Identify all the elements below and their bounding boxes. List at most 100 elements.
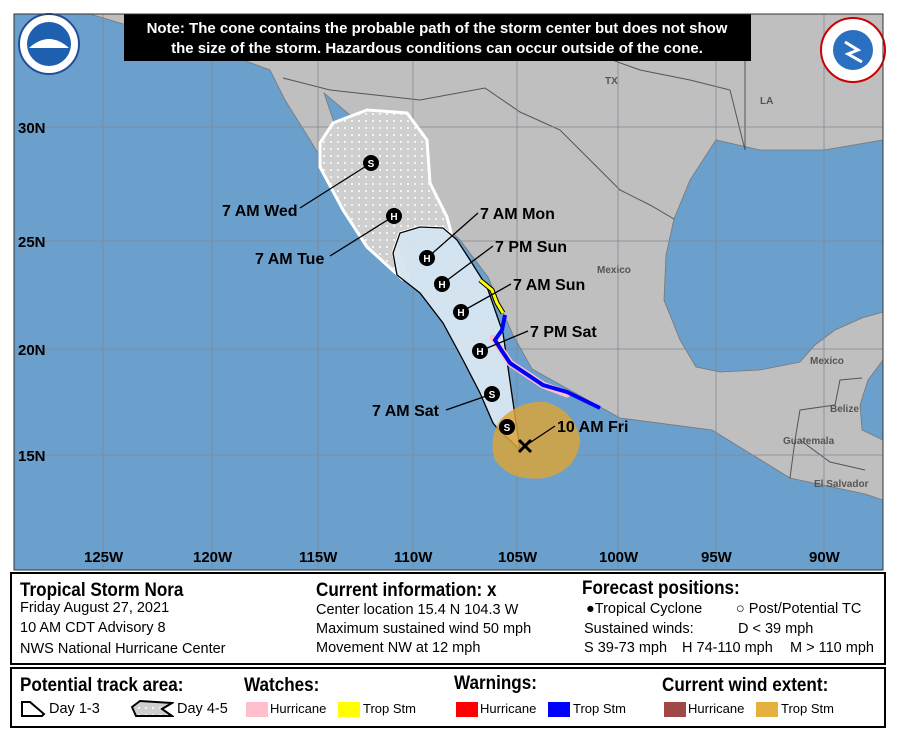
svg-text:7 PM Sat: 7 PM Sat	[530, 324, 597, 341]
svg-text:120W: 120W	[193, 549, 233, 566]
land	[89, 13, 884, 501]
svg-text:20N: 20N	[18, 342, 46, 359]
forecast-point[interactable]: H	[472, 343, 488, 359]
gulf-of-mexico	[663, 139, 884, 373]
time-labels: 10 AM Fri 7 AM Sat 7 PM Sat 7 AM Sun 7 P…	[222, 203, 628, 436]
forecast-point[interactable]: H	[453, 304, 469, 320]
svg-text:125W: 125W	[84, 549, 124, 566]
day-4-5-icon	[130, 699, 174, 717]
svg-text:10 AM Fri: 10 AM Fri	[557, 419, 628, 436]
svg-text:7 AM Wed: 7 AM Wed	[222, 203, 298, 220]
svg-text:H: H	[457, 308, 464, 319]
svg-text:H: H	[476, 347, 483, 358]
svg-text:7 AM Sun: 7 AM Sun	[513, 277, 585, 294]
sustained-winds: Sustained winds:	[584, 621, 694, 637]
svg-text:H: H	[423, 254, 430, 265]
svg-text:7 AM Tue: 7 AM Tue	[255, 251, 324, 268]
svg-text:H: H	[390, 212, 397, 223]
ts-watch-line-inner	[479, 278, 505, 314]
svg-text:95W: 95W	[701, 549, 733, 566]
post-tc-key: ○ Post/Potential TC	[736, 601, 862, 617]
legend-panel: Potential track area: Day 1-3 Day 4-5 Wa…	[10, 667, 886, 728]
svg-text:Belize: Belize	[830, 404, 859, 415]
forecast-point[interactable]: H	[386, 208, 402, 224]
grid	[14, 14, 883, 570]
note-line-2: the size of the storm. Hazardous conditi…	[171, 40, 703, 57]
svg-text:Mexico: Mexico	[810, 356, 844, 367]
svg-text:LA: LA	[760, 96, 773, 107]
day-4-5-label: Day 4-5	[177, 701, 228, 717]
movement: Movement NW at 12 mph	[316, 640, 481, 656]
ts-wind-swatch	[756, 702, 778, 717]
svg-text:110W: 110W	[394, 549, 433, 566]
forecast-point[interactable]: H	[419, 250, 435, 266]
longitude-labels: 125W 120W 115W 110W 105W 100W 95W 90W	[84, 549, 841, 566]
svg-text:7 AM Mon: 7 AM Mon	[480, 206, 555, 223]
ts-warning-swatch	[548, 702, 570, 717]
forecast-point[interactable]: H	[434, 276, 450, 292]
note-box	[124, 14, 751, 61]
forecast-map: 30N 25N 20N 15N 125W 120W 115W 110W 105W…	[13, 13, 886, 571]
svg-text:115W: 115W	[299, 549, 338, 566]
date: Friday August 27, 2021	[20, 600, 170, 616]
open-circle-icon: ○	[736, 601, 745, 617]
day-1-3-label: Day 1-3	[49, 701, 100, 717]
wind-extent-title: Current wind extent:	[662, 675, 829, 696]
latitude-labels: 30N 25N 20N 15N	[18, 120, 46, 465]
ts-warning-label: Trop Stm	[573, 701, 626, 716]
warnings-title: Warnings:	[454, 673, 537, 694]
storm-name: Tropical Storm Nora	[20, 580, 184, 601]
tropical-cyclone-key: ●Tropical Cyclone	[586, 601, 703, 617]
track-area-title: Potential track area:	[20, 675, 184, 696]
svg-text:30N: 30N	[18, 120, 46, 137]
svg-text:25N: 25N	[18, 234, 46, 251]
forecast-point[interactable]: S	[484, 386, 500, 402]
svg-text:100W: 100W	[599, 549, 639, 566]
svg-text:Guatemala: Guatemala	[783, 436, 835, 447]
hurricane-warning-label: Hurricane	[480, 701, 537, 716]
svg-text:105W: 105W	[498, 549, 538, 566]
svg-text:Mexico: Mexico	[597, 265, 631, 276]
wind-h: H 74-110 mph	[682, 640, 773, 656]
watches-title: Watches:	[244, 675, 320, 696]
hurricane-wind-swatch	[664, 702, 686, 717]
hurricane-watch-swatch	[246, 702, 268, 717]
x-icon: x	[487, 580, 497, 601]
hurricane-warning-swatch	[456, 702, 478, 717]
wind-m: M > 110 mph	[790, 640, 874, 656]
hurricane-wind-label: Hurricane	[688, 701, 745, 716]
ts-wind-label: Trop Stm	[781, 701, 834, 716]
day-1-3-icon	[21, 701, 46, 717]
max-wind: Maximum sustained wind 50 mph	[316, 621, 532, 637]
svg-text:TX: TX	[605, 76, 618, 87]
svg-text:7 PM Sun: 7 PM Sun	[495, 239, 567, 256]
svg-text:El Salvador: El Salvador	[814, 479, 869, 490]
forecast-title: Forecast positions:	[582, 578, 740, 599]
svg-text:S: S	[504, 423, 511, 434]
svg-text:90W: 90W	[809, 549, 841, 566]
forecast-points: S S H H H H H S	[363, 155, 515, 435]
ts-watch-swatch	[338, 702, 360, 717]
noaa-logo	[18, 13, 80, 75]
advisory: 10 AM CDT Advisory 8	[20, 620, 166, 636]
info-panel: Tropical Storm Nora Friday August 27, 20…	[10, 572, 886, 665]
center-location: Center location 15.4 N 104.3 W	[316, 602, 519, 618]
svg-text:15N: 15N	[18, 448, 46, 465]
svg-text:H: H	[438, 280, 445, 291]
filled-circle-icon: ●	[586, 601, 595, 617]
current-info-title: Current information: x	[316, 580, 497, 601]
forecast-point[interactable]: S	[499, 419, 515, 435]
ts-watch-label: Trop Stm	[363, 701, 416, 716]
svg-text:S: S	[368, 159, 375, 170]
ts-warning-line	[492, 314, 601, 410]
forecast-point[interactable]: S	[363, 155, 379, 171]
note-line-1: Note: The cone contains the probable pat…	[147, 20, 728, 37]
leader-lines	[299, 162, 556, 447]
hurricane-watch-label: Hurricane	[270, 701, 327, 716]
wind-d: D < 39 mph	[738, 621, 814, 637]
svg-text:S: S	[489, 390, 496, 401]
nws-logo	[820, 17, 886, 83]
wind-s: S 39-73 mph	[584, 640, 668, 656]
svg-text:7 AM Sat: 7 AM Sat	[372, 403, 440, 420]
place-labels: TX LA Mexico Mexico Belize Guatemala El …	[597, 76, 869, 490]
